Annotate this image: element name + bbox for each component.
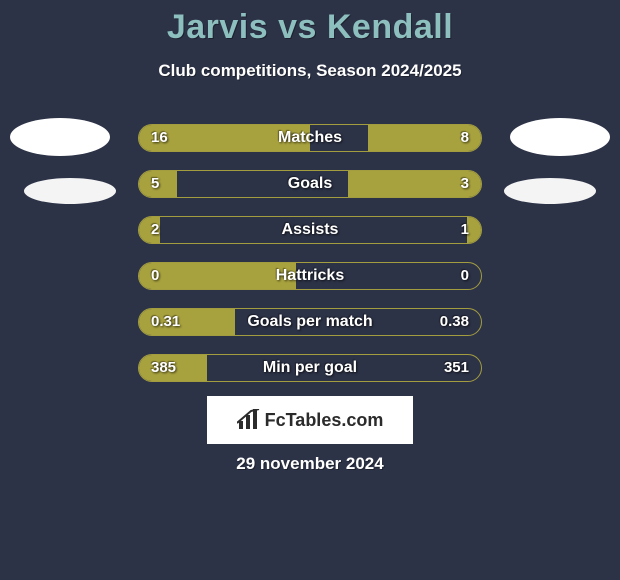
- stat-row: 0.31 Goals per match 0.38: [138, 308, 482, 336]
- stat-value-right: 1: [461, 217, 469, 243]
- stat-row: 0 Hattricks 0: [138, 262, 482, 290]
- footer-date: 29 november 2024: [0, 454, 620, 474]
- brand-badge[interactable]: FcTables.com: [207, 396, 413, 444]
- stat-value-right: 351: [444, 355, 469, 381]
- stat-label: Goals: [139, 171, 481, 197]
- stat-row: 5 Goals 3: [138, 170, 482, 198]
- stat-row: 385 Min per goal 351: [138, 354, 482, 382]
- player-left-shadow: [24, 178, 116, 204]
- stat-value-right: 8: [461, 125, 469, 151]
- page-title: Jarvis vs Kendall: [0, 0, 620, 47]
- stat-label: Hattricks: [139, 263, 481, 289]
- bar-chart-icon: [237, 409, 261, 431]
- comparison-rows: 16 Matches 8 5 Goals 3 2 Assists 1 0 Hat…: [138, 124, 482, 400]
- player-right-shadow: [504, 178, 596, 204]
- stat-label: Goals per match: [139, 309, 481, 335]
- stat-row: 16 Matches 8: [138, 124, 482, 152]
- stat-label: Min per goal: [139, 355, 481, 381]
- player-left-avatar: [10, 118, 110, 156]
- stat-value-right: 0: [461, 263, 469, 289]
- player-right-avatar: [510, 118, 610, 156]
- page-subtitle: Club competitions, Season 2024/2025: [0, 61, 620, 81]
- stat-label: Assists: [139, 217, 481, 243]
- stat-label: Matches: [139, 125, 481, 151]
- stat-row: 2 Assists 1: [138, 216, 482, 244]
- comparison-infographic: Jarvis vs Kendall Club competitions, Sea…: [0, 0, 620, 580]
- brand-text: FcTables.com: [265, 410, 384, 431]
- stat-value-right: 0.38: [440, 309, 469, 335]
- stat-value-right: 3: [461, 171, 469, 197]
